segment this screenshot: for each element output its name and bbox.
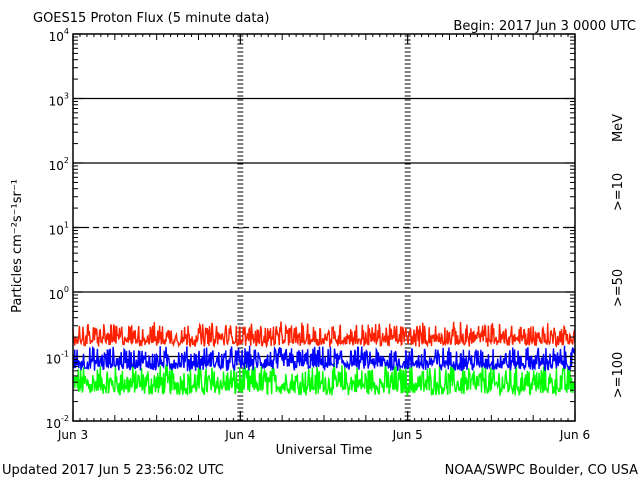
y-tick-label: 100	[49, 285, 69, 302]
series-line-50	[72, 345, 576, 372]
chart-title: GOES15 Proton Flux (5 minute data)	[33, 11, 269, 26]
x-tick-label: Jun 5	[392, 428, 423, 442]
series-line-100	[72, 362, 576, 397]
y-tick-label: 104	[49, 27, 69, 44]
updated-timestamp: Updated 2017 Jun 5 23:56:02 UTC	[2, 463, 224, 478]
begin-label: Begin: 2017 Jun 3 0000 UTC	[453, 19, 636, 34]
x-tick-label: Jun 3	[57, 428, 88, 442]
y-axis-label: Particles cm⁻²s⁻¹sr⁻¹	[10, 179, 25, 313]
y-tick-label: 10-2	[46, 414, 69, 431]
unit-label: MeV	[611, 114, 626, 142]
series-line-10	[72, 321, 576, 349]
legend-ge50: >=50	[611, 269, 626, 307]
legend-ge100: >=100	[611, 352, 626, 399]
y-tick-label: 103	[49, 92, 69, 109]
y-tick-label: 102	[49, 156, 69, 173]
x-axis-label: Universal Time	[276, 443, 373, 458]
x-tick-label: Jun 6	[559, 428, 590, 442]
legend-ge10: >=10	[611, 173, 626, 211]
plot-area	[72, 33, 576, 422]
y-tick-label: 10-1	[46, 350, 69, 367]
x-tick-label: Jun 4	[224, 428, 255, 442]
credit-label: NOAA/SWPC Boulder, CO USA	[445, 463, 638, 478]
y-tick-label: 101	[49, 221, 69, 238]
